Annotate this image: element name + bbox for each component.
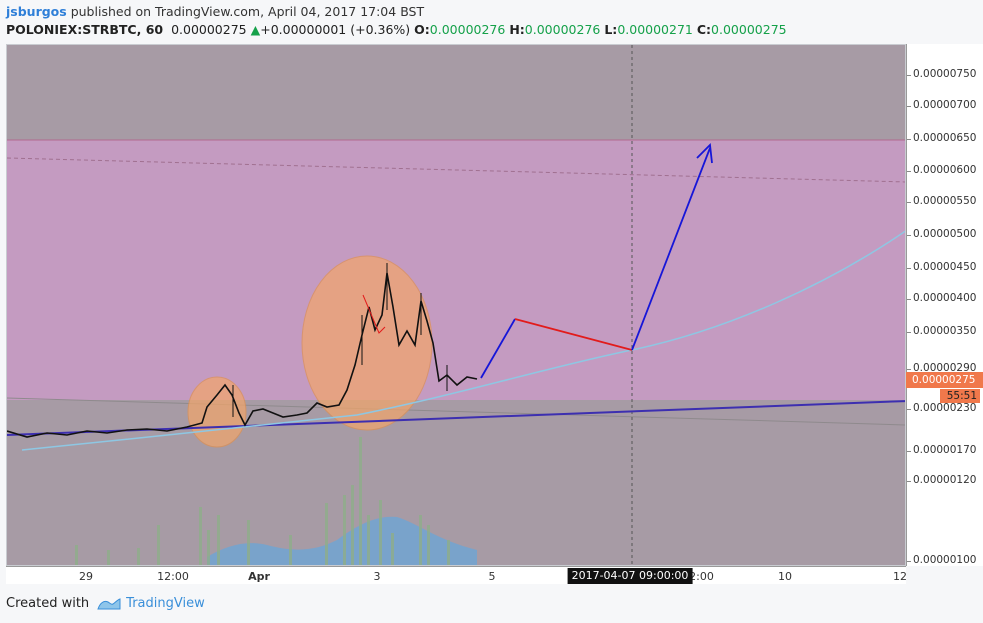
created-with-label: Created with <box>6 596 90 611</box>
time-tick: 12:00 <box>157 570 189 583</box>
highlight-ellipse-small[interactable] <box>187 376 247 448</box>
price-tick: 0.00000750 <box>906 68 977 80</box>
high-value: 0.00000276 <box>524 22 601 37</box>
time-tick: 10 <box>778 570 792 583</box>
author-link[interactable]: jsburgos <box>6 4 67 19</box>
price-tick: 0.00000290 <box>906 362 977 374</box>
time-tick: 12 <box>893 570 907 583</box>
open-value: 0.00000276 <box>429 22 506 37</box>
chart-canvas <box>7 45 906 565</box>
price-tick: 0.00000600 <box>906 164 977 176</box>
candle-wicks <box>232 263 448 417</box>
price-tick: 0.00000500 <box>906 228 977 240</box>
close-value: 0.00000275 <box>711 22 787 37</box>
highlight-ellipse-large[interactable] <box>301 255 433 431</box>
moving-average-curve <box>21 230 905 451</box>
price-tick: 0.00000100 <box>906 554 977 566</box>
time-tick: Apr <box>248 570 270 583</box>
arrow-head-icon <box>696 143 713 164</box>
price-tick: 0.00000700 <box>906 99 977 111</box>
publish-header: jsburgos published on TradingView.com, A… <box>6 3 424 21</box>
price-zone <box>7 140 905 400</box>
open-label: O: <box>414 22 430 37</box>
price-tick: 0.00000400 <box>906 292 977 304</box>
price-tick: 0.00000120 <box>906 474 977 486</box>
footer: Created with TradingView <box>6 596 205 611</box>
projection-down-leg[interactable] <box>514 318 633 351</box>
price-tick: 0.00000450 <box>906 261 977 273</box>
up-triangle-icon: ▲ <box>250 22 261 37</box>
tradingview-brand-link[interactable]: TradingView <box>97 596 205 611</box>
dashed-trendline[interactable] <box>7 157 906 183</box>
current-price-tag: 0.00000275 <box>906 372 983 388</box>
low-label: L: <box>604 22 618 37</box>
volume-area <box>207 516 477 565</box>
change-value: +0.00000001 (+0.36%) <box>260 22 411 37</box>
price-tick: 0.00000170 <box>906 444 977 456</box>
volume-bars <box>75 437 450 565</box>
last-price: 0.00000275 <box>171 22 247 37</box>
price-series <box>7 272 478 438</box>
time-tick: 29 <box>79 570 93 583</box>
chart-plot-area[interactable] <box>6 44 906 566</box>
price-axis[interactable]: 0.00000750 0.00000700 0.00000650 0.00000… <box>906 44 983 566</box>
crosshair-date-label: 2017-04-07 09:00:00 <box>567 568 693 584</box>
tradingview-logo-icon <box>97 597 121 609</box>
low-value: 0.00000271 <box>617 22 693 37</box>
time-tick: 3 <box>373 570 381 583</box>
published-text: published on TradingView.com, April 04, … <box>70 4 425 19</box>
close-label: C: <box>696 22 712 37</box>
lower-gray-line[interactable] <box>7 397 906 426</box>
red-zigzag[interactable] <box>362 294 386 334</box>
bar-countdown: 55:51 <box>940 389 980 403</box>
price-tick: 0.00000350 <box>906 325 977 337</box>
projection-up-leg[interactable] <box>480 318 516 379</box>
price-tick: 0.00000550 <box>906 195 977 207</box>
time-tick: 5 <box>488 570 496 583</box>
symbol-label[interactable]: POLONIEX:STRBTC, 60 <box>6 22 164 37</box>
ohlc-legend: POLONIEX:STRBTC, 60 0.00000275 ▲+0.00000… <box>6 21 787 39</box>
price-tick: 0.00000230 <box>906 402 977 414</box>
projection-final-leg[interactable] <box>631 147 711 351</box>
brand-label: TradingView <box>126 596 205 611</box>
price-tick: 0.00000650 <box>906 132 977 144</box>
high-label: H: <box>509 22 525 37</box>
time-axis[interactable]: 29 12:00 Apr 3 5 12:00 10 12 <box>6 566 907 584</box>
